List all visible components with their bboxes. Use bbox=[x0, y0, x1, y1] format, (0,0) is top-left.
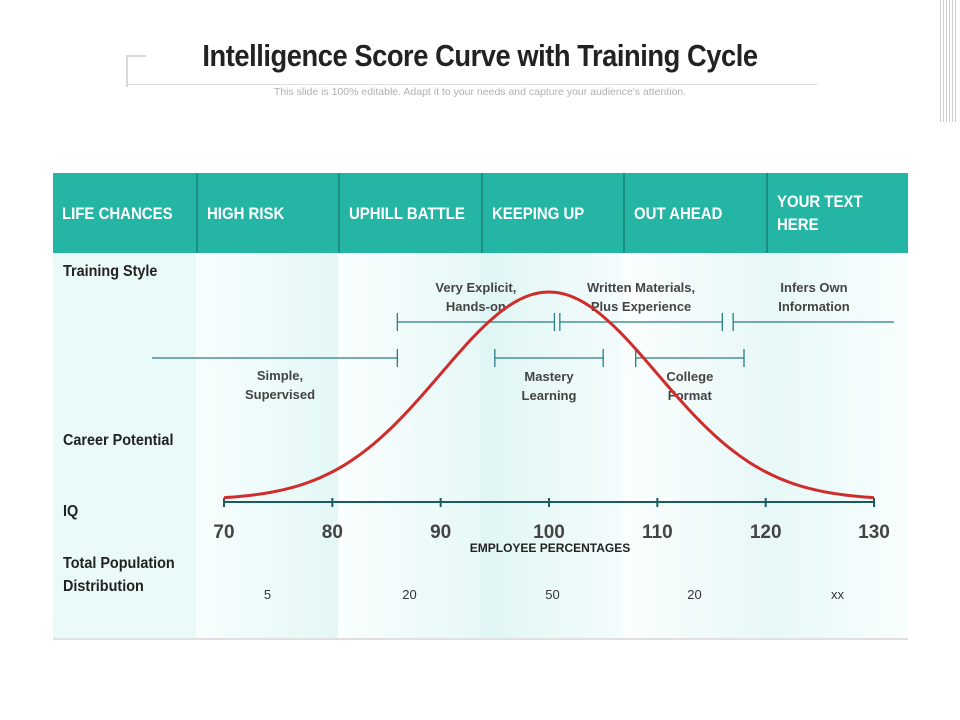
page-subtitle: This slide is 100% editable. Adapt it to… bbox=[273, 86, 687, 98]
training-label: Very Explicit, Hands-on bbox=[435, 280, 516, 314]
population-value: 50 bbox=[545, 587, 560, 602]
header-your-text-here: YOUR TEXT HERE bbox=[766, 173, 908, 253]
title-corner-ornament bbox=[126, 55, 146, 87]
bell-curve bbox=[223, 290, 875, 500]
training-cycle-table: LIFE CHANCES HIGH RISK UPHILL BATTLE KEE… bbox=[53, 173, 908, 640]
header-bar bbox=[53, 173, 908, 253]
training-label: Simple, Supervised bbox=[245, 368, 315, 402]
population-value: xx bbox=[831, 587, 844, 602]
training-label: Written Materials, Plus Experience bbox=[587, 280, 695, 314]
axis-tick-label: 80 bbox=[322, 522, 343, 543]
axis-tick-label: 110 bbox=[642, 522, 673, 543]
population-value: 5 bbox=[263, 587, 272, 602]
axis-tick-label: 90 bbox=[430, 522, 451, 543]
row-label-career-potential: Career Potential bbox=[63, 432, 174, 449]
header-life-chances: LIFE CHANCES bbox=[62, 203, 173, 223]
header-out-ahead: OUT AHEAD bbox=[623, 173, 766, 253]
axis-tick-label: 100 bbox=[533, 522, 565, 543]
axis-title: EMPLOYEE PERCENTAGES bbox=[470, 541, 630, 555]
population-value: 20 bbox=[687, 587, 702, 602]
population-value: 20 bbox=[402, 587, 417, 602]
axis-tick-label: 70 bbox=[213, 522, 234, 543]
row-label-iq: IQ bbox=[63, 503, 79, 520]
header-keeping-up: KEEPING UP bbox=[481, 173, 623, 253]
iq-axis-ticks: 70 80 90 100 110 120 130 bbox=[213, 498, 890, 543]
page-title: Intelligence Score Curve with Training C… bbox=[202, 38, 758, 73]
training-label: College Format bbox=[666, 369, 713, 403]
training-labels: Simple, Supervised Very Explicit, Hands-on M… bbox=[245, 280, 850, 403]
header-high-risk: HIGH RISK bbox=[196, 173, 338, 253]
row-label-population: Total Population Distribution bbox=[63, 555, 175, 595]
training-label: Mastery Learning bbox=[522, 369, 577, 403]
axis-tick-label: 120 bbox=[750, 522, 782, 543]
training-label: Infers Own Information bbox=[778, 280, 850, 314]
axis-tick-label: 130 bbox=[858, 522, 890, 543]
header-uphill-battle: UPHILL BATTLE bbox=[338, 173, 481, 253]
decorative-lines bbox=[940, 0, 956, 122]
row-label-training-style: Training Style bbox=[63, 263, 158, 280]
title-underline bbox=[128, 84, 818, 85]
training-brackets bbox=[152, 313, 894, 367]
